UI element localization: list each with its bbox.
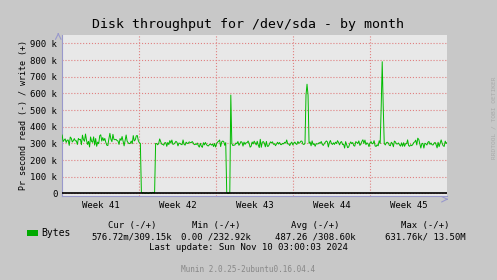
Text: Cur (-/+): Cur (-/+) [107,221,156,230]
Text: 487.26 /308.60k: 487.26 /308.60k [275,232,356,241]
Text: 631.76k/ 13.50M: 631.76k/ 13.50M [385,232,465,241]
Text: Last update: Sun Nov 10 03:00:03 2024: Last update: Sun Nov 10 03:00:03 2024 [149,243,348,252]
Text: Bytes: Bytes [41,228,70,238]
Text: 576.72m/309.15k: 576.72m/309.15k [91,232,172,241]
Text: Avg (-/+): Avg (-/+) [291,221,340,230]
Text: Min (-/+): Min (-/+) [192,221,241,230]
Text: 0.00 /232.92k: 0.00 /232.92k [181,232,251,241]
Y-axis label: Pr second read (-) / write (+): Pr second read (-) / write (+) [18,41,28,190]
Text: Munin 2.0.25-2ubuntu0.16.04.4: Munin 2.0.25-2ubuntu0.16.04.4 [181,265,316,274]
Text: RRDTOOL / TOBI OETIKER: RRDTOOL / TOBI OETIKER [491,76,496,159]
Text: Disk throughput for /dev/sda - by month: Disk throughput for /dev/sda - by month [92,18,405,31]
Text: Max (-/+): Max (-/+) [401,221,449,230]
